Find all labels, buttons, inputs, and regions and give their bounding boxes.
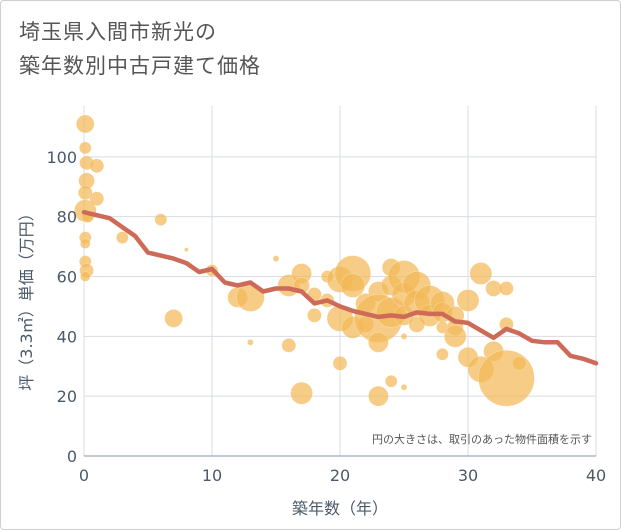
- bubble-point-34: [332, 355, 348, 371]
- trend-line-group: [81, 209, 599, 366]
- bubble-point-64: [443, 325, 467, 348]
- bubble-point-24: [281, 338, 297, 353]
- y-tick-label-2: 40: [57, 327, 77, 346]
- bubble-point-12: [89, 158, 105, 174]
- y-tick-label-0: 0: [67, 447, 77, 466]
- chart-title-line-2: 築年数別中古戸建て価格: [19, 54, 261, 78]
- bubble-series: [73, 114, 535, 407]
- bubble-point-15: [154, 213, 168, 226]
- x-tick-label-0: 0: [79, 466, 89, 485]
- axes: 0 10 20 30 40 0 20 40 60 80 100: [46, 148, 606, 485]
- x-tick-label-2: 20: [330, 466, 350, 485]
- bubble-point-51: [400, 333, 408, 340]
- y-tick-label-3: 60: [57, 268, 77, 287]
- x-tick-label-3: 30: [458, 466, 478, 485]
- bubble-point-8: [79, 238, 91, 249]
- y-tick-label-5: 100: [46, 148, 77, 167]
- bubble-point-22: [272, 255, 280, 262]
- bubble-point-14: [116, 231, 129, 244]
- bubble-point-17: [184, 247, 189, 252]
- bubble-point-13: [89, 191, 105, 207]
- bubble-point-27: [290, 381, 313, 405]
- bubble-size-note: 円の大きさは、取引のあった物件面積を示す: [372, 432, 592, 446]
- bubble-point-74: [511, 355, 527, 371]
- bubble-point-16: [164, 309, 183, 328]
- x-tick-label-1: 10: [202, 466, 222, 485]
- bubble-point-42: [368, 332, 389, 353]
- bubble-point-28: [307, 308, 322, 323]
- bubble-point-71: [499, 281, 514, 296]
- y-tick-label-4: 80: [57, 208, 77, 227]
- bubble-point-67: [469, 262, 493, 285]
- trend-line: [81, 209, 599, 366]
- chart-title: 埼玉県入間市新光の 築年数別中古戸建て価格: [19, 15, 261, 83]
- bubble-point-52: [400, 383, 408, 391]
- bubble-point-43: [368, 385, 389, 407]
- bubble-point-21: [247, 339, 254, 346]
- bubble-point-36: [340, 273, 366, 298]
- bubble-point-73: [478, 349, 535, 407]
- y-tick-label-1: 20: [57, 387, 77, 406]
- x-axis-label: 築年数（年）: [292, 499, 388, 518]
- bubble-point-47: [384, 374, 398, 388]
- bubble-point-11: [79, 271, 91, 282]
- bubble-point-61: [436, 347, 449, 361]
- bubble-point-0: [75, 114, 95, 134]
- x-tick-label-4: 40: [586, 466, 606, 485]
- chart-title-line-1: 埼玉県入間市新光の: [19, 20, 217, 44]
- bubble-point-1: [78, 141, 92, 155]
- bubble-point-65: [456, 289, 480, 312]
- y-axis-label: 坪（3.3㎡）単価（万円）: [17, 205, 36, 390]
